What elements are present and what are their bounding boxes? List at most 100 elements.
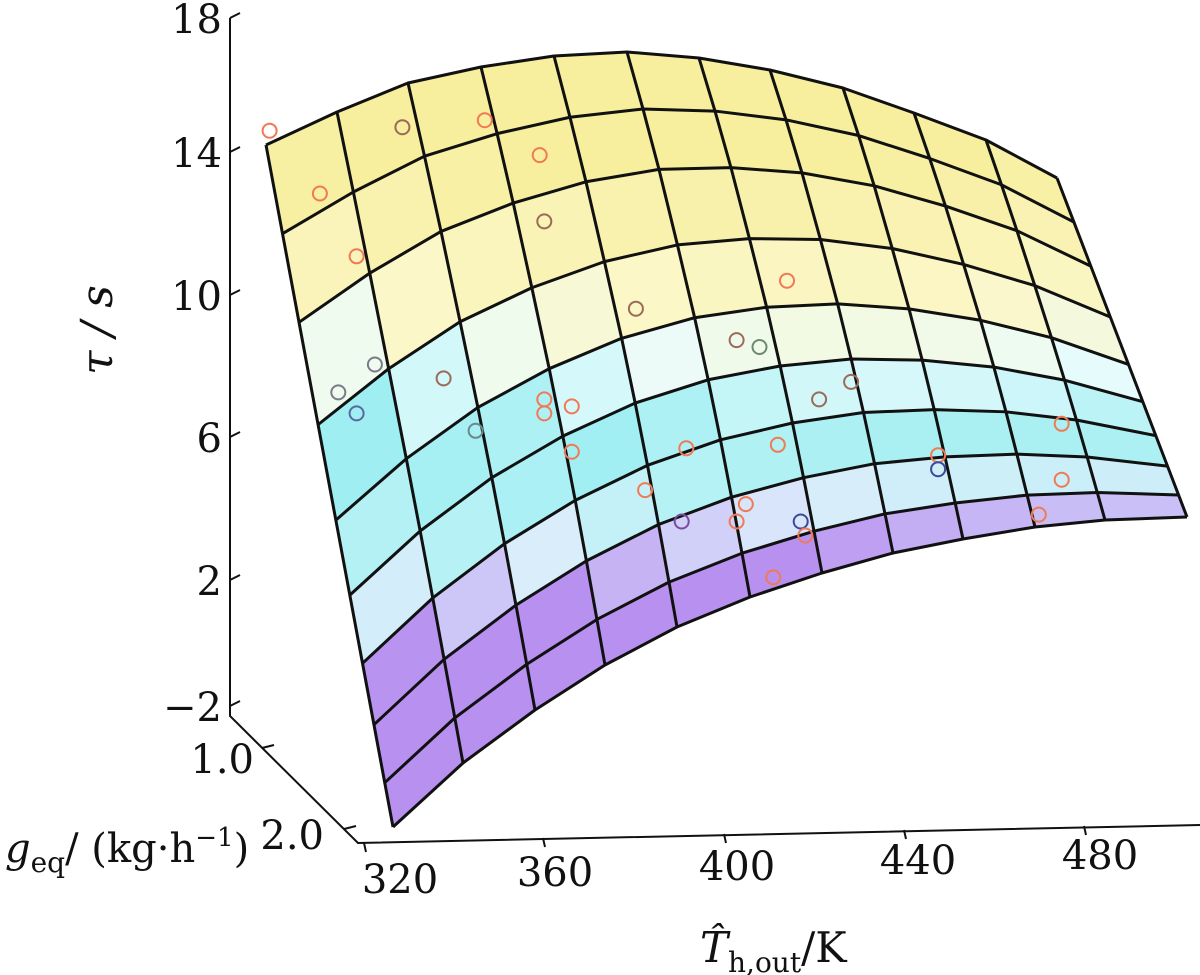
surface-cell [369,231,461,369]
surface-cell [384,717,463,827]
surface-cell [770,70,859,136]
surface-cell [837,303,923,361]
surface-cell [843,88,930,159]
data-point [728,513,745,530]
surface-cell [349,531,433,664]
data-point [366,356,383,373]
y-axis-title-close: ) [234,826,250,872]
surface-row-line [383,491,1179,784]
surface-cell [945,206,1035,286]
surface-cell [497,117,586,204]
surface-row-line [265,50,1058,180]
data-point [673,513,690,530]
surface-cell [406,407,492,532]
surface-column-line [552,55,679,628]
surface-cell [929,158,1017,231]
z-axis-title: τ / s [72,285,123,375]
surface-cell [454,664,535,763]
y-axis-title-sub: eq [31,846,66,879]
x-axis-title: T̂h,out/K [700,921,848,975]
data-point [531,147,548,164]
data-point [792,513,809,530]
surface-cell [749,238,838,308]
surface-cell [647,439,732,525]
axes: 18 14 10 6 2 −2 1.0 2.0 320 360 400 440 … [5,0,1200,975]
surface-cell [820,239,909,309]
z-tick-18 [229,12,241,19]
surface-cell [585,169,678,262]
x-tick-360 [542,837,546,848]
z-tick-label: 18 [171,0,222,43]
surface-cell [1051,337,1143,402]
surface-cell [388,321,478,459]
data-point [435,370,452,387]
x-tick-label: 320 [362,857,438,903]
surface-row-line [281,107,1075,235]
surface-cell [1027,492,1105,527]
data-point [536,405,553,422]
surface-cell [909,308,994,368]
data-point [261,122,278,139]
surface-cell [1076,420,1168,467]
surface-cell [362,597,445,725]
surface-cell [1005,411,1088,457]
surface-cell [694,307,781,380]
surface-cell [863,409,945,464]
x-tick-label: 440 [880,838,956,884]
data-point [737,496,754,513]
surface-cell [299,273,389,425]
surface-cell [720,423,804,498]
surface-column-line [841,87,965,540]
surface-cell [874,456,956,514]
surface-column-line [406,82,537,711]
data-point [394,119,411,136]
surface-column-line [1055,177,1189,518]
surface-cell [337,83,425,193]
x-tick-440 [903,829,907,840]
z-tick-label: −2 [163,685,222,731]
surface-cell [914,113,1002,185]
surface-cell [963,264,1052,338]
z-tick-label: 10 [171,274,222,320]
y-axis-title-unit: / (kg·h [65,826,195,872]
surface-cell [642,108,731,170]
data-point [728,332,745,349]
z-tick-label: 14 [171,131,222,177]
x-tick-320 [363,842,367,853]
surface-cell [504,500,587,606]
y-axis-title-base: g [5,826,31,872]
surface-cell [699,58,786,120]
surface-column-line [984,139,1107,521]
surface-cell [708,365,793,440]
data-point [311,185,328,202]
data-point [751,339,768,355]
data-point [1053,415,1070,432]
z-axis-line [229,18,1200,845]
surface-cell [373,659,455,783]
surface-cell [785,119,875,186]
surface-cell [554,52,643,118]
data-point [348,405,365,422]
surface-cell [460,287,550,408]
surface-cell [730,167,821,240]
surface-cell [596,582,677,665]
surface-cell [420,477,505,598]
x-tick-label: 400 [699,844,775,890]
surface-cell [441,203,532,322]
surface-cell [801,172,893,249]
surface-cell [792,412,875,478]
z-tick-6 [229,431,241,438]
surface-cell [922,360,1006,412]
surface-cell [986,140,1074,223]
surface-row-line [298,166,1092,324]
surface-cell [658,167,750,245]
surface-row-line [361,408,1157,665]
data-point [765,569,782,586]
surface-row-line [391,515,1188,829]
surface-cell [513,181,605,288]
surface-cell [586,524,670,620]
y-axis-title: geq/ (kg·h−1) [5,823,249,879]
surface-column-line [625,51,752,598]
data-point [843,373,860,390]
surface-cell [955,495,1035,539]
